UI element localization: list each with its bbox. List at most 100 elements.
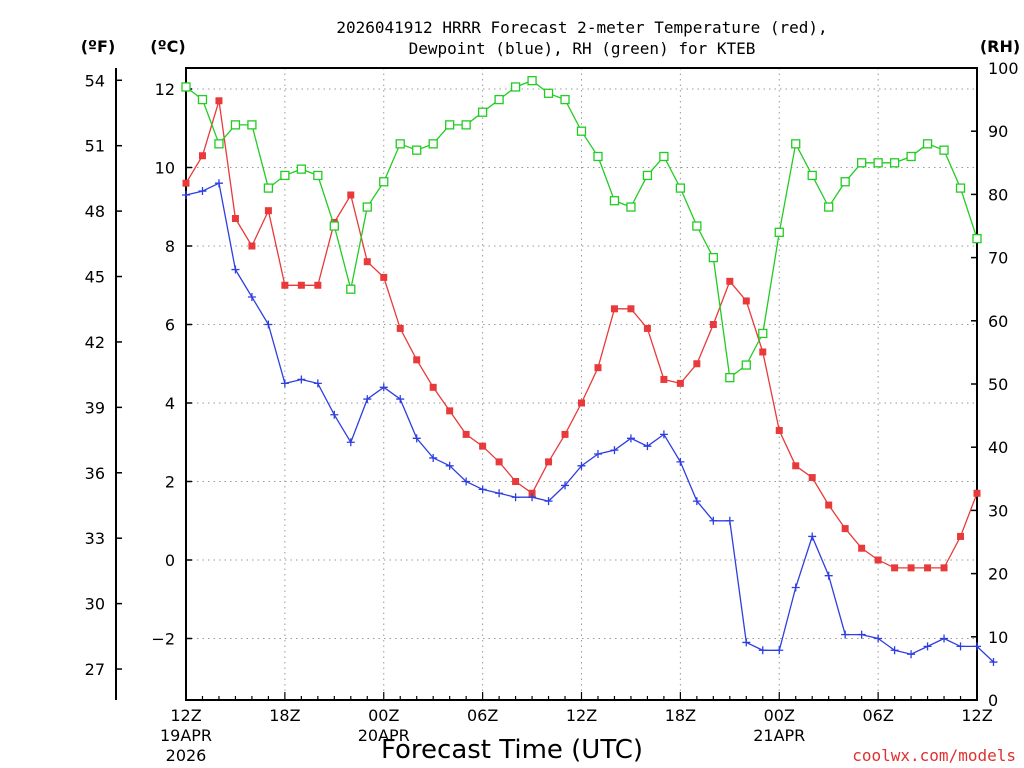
- fahrenheit-tick-label: 27: [85, 660, 105, 679]
- data-point-rh: [626, 202, 636, 212]
- fahrenheit-tick-label: 51: [85, 137, 105, 156]
- data-point-temperature: [874, 556, 882, 564]
- data-point-dewpoint: [297, 375, 306, 384]
- fahrenheit-axis: 54 51 48 45 42 39 36 33 30 27: [85, 68, 122, 700]
- x-tick-label: 00Z: [764, 706, 795, 725]
- data-point-rh: [214, 139, 224, 149]
- data-point-temperature: [578, 399, 585, 407]
- data-point-rh: [774, 227, 784, 237]
- data-point-rh: [708, 252, 718, 263]
- data-point-dewpoint: [561, 481, 570, 490]
- data-point-dewpoint: [593, 450, 602, 459]
- data-point-rh: [675, 183, 686, 193]
- data-point-temperature: [627, 305, 635, 313]
- data-point-dewpoint: [247, 293, 256, 302]
- data-point-rh: [412, 145, 422, 155]
- series-line-dewpoint: [185, 182, 994, 663]
- fahrenheit-tick-label: 45: [85, 268, 105, 287]
- data-point-dewpoint: [890, 646, 899, 655]
- rh-tick-label: 60: [988, 312, 1008, 331]
- data-point-dewpoint: [528, 493, 537, 502]
- data-point-temperature: [709, 321, 717, 328]
- data-point-temperature: [248, 242, 256, 250]
- data-point-temperature: [561, 430, 569, 438]
- data-point-temperature: [182, 179, 190, 187]
- data-point-dewpoint: [758, 646, 767, 655]
- credit-text: coolwx.com/models: [852, 746, 1016, 765]
- data-point-dewpoint: [544, 497, 553, 506]
- data-point-rh: [329, 221, 339, 231]
- data-point-temperature: [215, 97, 223, 105]
- data-point-rh: [741, 360, 751, 370]
- data-point-rh: [445, 120, 455, 130]
- celsius-axis: 12 10 8 6 4 2 0 −2: [151, 80, 192, 649]
- data-point-dewpoint: [841, 630, 850, 639]
- x-tick-label: 06Z: [467, 706, 498, 725]
- data-point-rh: [576, 126, 587, 136]
- data-point-rh: [263, 183, 274, 193]
- data-point-temperature: [643, 324, 651, 332]
- data-point-rh: [461, 120, 471, 130]
- fahrenheit-tick-label: 48: [85, 202, 105, 221]
- celsius-tick-label: 10: [155, 159, 175, 178]
- data-point-dewpoint: [956, 642, 965, 651]
- data-point-rh: [428, 139, 438, 149]
- data-point-rh: [856, 158, 867, 168]
- data-point-rh: [395, 139, 405, 149]
- data-point-temperature: [231, 215, 239, 223]
- celsius-tick-label: 4: [165, 394, 175, 413]
- x-tick-label: 00Z: [368, 706, 399, 725]
- data-point-dewpoint: [775, 646, 784, 655]
- data-point-temperature: [726, 277, 734, 285]
- data-point-temperature: [446, 407, 454, 415]
- data-point-rh: [659, 151, 669, 162]
- data-point-rh: [181, 82, 191, 92]
- data-point-rh: [247, 120, 257, 130]
- data-point-temperature: [792, 462, 800, 470]
- data-point-temperature: [396, 324, 404, 332]
- data-point-temperature: [957, 532, 965, 540]
- data-point-dewpoint: [940, 634, 949, 643]
- rh-tick-label: 100: [988, 59, 1019, 78]
- data-point-temperature: [825, 501, 833, 509]
- data-point-rh: [972, 233, 982, 244]
- data-point-temperature: [775, 426, 783, 434]
- fahrenheit-unit-label: (ºF): [81, 37, 116, 56]
- x-tick-label: 18Z: [269, 706, 300, 725]
- data-point-rh: [296, 164, 307, 174]
- data-point-rh: [807, 170, 817, 181]
- data-point-dewpoint: [874, 634, 883, 643]
- celsius-tick-label: 8: [165, 237, 175, 256]
- data-point-rh: [824, 202, 834, 212]
- celsius-tick-label: −2: [151, 630, 175, 649]
- celsius-tick-label: 6: [165, 316, 175, 335]
- fahrenheit-tick-label: 42: [85, 333, 105, 352]
- fahrenheit-tick-label: 30: [85, 595, 105, 614]
- data-point-rh: [477, 107, 488, 117]
- data-point-dewpoint: [659, 430, 668, 439]
- chart-title-line1: 2026041912 HRRR Forecast 2-meter Tempera…: [336, 18, 827, 37]
- x-axis-label: Forecast Time (UTC): [381, 735, 643, 765]
- data-point-temperature: [545, 458, 553, 466]
- data-point-temperature: [198, 152, 206, 160]
- data-point-dewpoint: [857, 630, 866, 639]
- series-layer: [181, 75, 998, 667]
- x-tick-label: 12Z: [170, 706, 201, 725]
- data-point-temperature: [907, 564, 915, 572]
- data-point-dewpoint: [989, 658, 998, 667]
- data-point-temperature: [380, 273, 388, 281]
- data-point-temperature: [924, 564, 932, 572]
- fahrenheit-tick-label: 36: [85, 464, 105, 483]
- data-point-rh: [906, 151, 916, 162]
- chart-title-line2: Dewpoint (blue), RH (green) for KTEB: [409, 39, 756, 58]
- data-point-temperature: [479, 442, 487, 450]
- data-point-temperature: [693, 360, 701, 368]
- rh-unit-label: (RH): [980, 37, 1020, 56]
- rh-tick-label: 40: [988, 438, 1008, 457]
- data-point-dewpoint: [264, 320, 273, 329]
- fahrenheit-tick-label: 33: [85, 529, 105, 548]
- celsius-unit-label: (ºC): [150, 37, 185, 56]
- rh-tick-label: 90: [988, 122, 1008, 141]
- data-point-temperature: [512, 478, 520, 485]
